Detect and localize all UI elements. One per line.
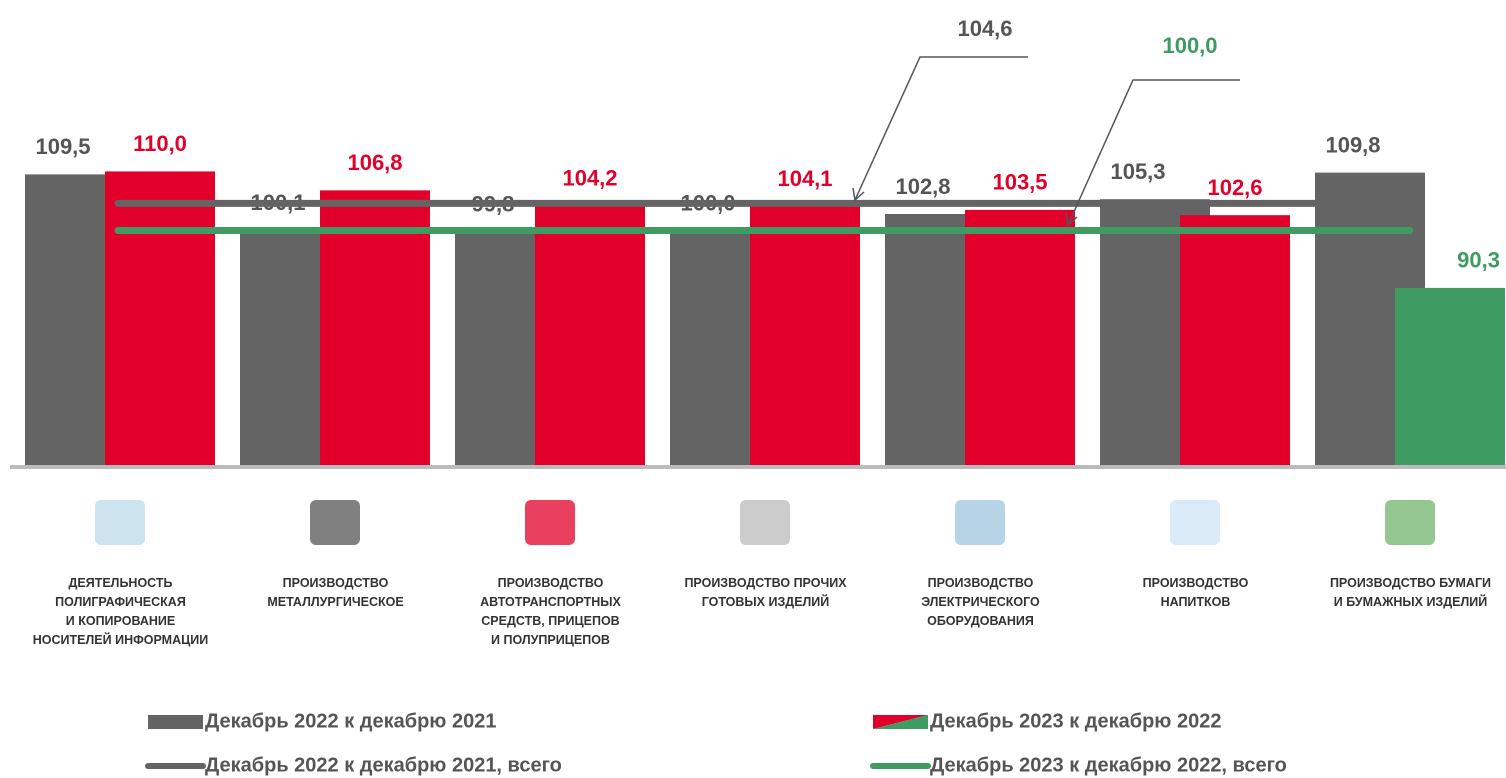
annotation-line [854,56,1028,201]
x-tick-label: ПРОИЗВОДСТВО ЭЛЕКТРИЧЕСКОГО ОБОРУДОВАНИЯ [921,576,1040,628]
icon [525,500,575,545]
value-label: 109,5 [35,134,90,159]
annotation-label: 104,6 [957,16,1012,41]
legend-swatch [873,715,928,729]
value-label: 104,2 [562,166,617,191]
value-label: 110,0 [133,131,187,156]
x-tick-label: ПРОИЗВОДСТВО МЕТАЛЛУРГИЧЕСКОЕ [267,576,404,609]
icon [955,500,1005,545]
bar [1180,215,1290,467]
bar [535,205,645,467]
legend-label: Декабрь 2022 к декабрю 2021 [205,710,496,732]
value-label: 102,8 [895,174,950,199]
icon [740,500,790,545]
legend-label: Декабрь 2022 к декабрю 2021, всего [205,754,562,776]
bar [1395,287,1505,467]
value-label: 105,3 [1110,159,1165,184]
bar [105,171,215,468]
x-tick-label: ДЕЯТЕЛЬНОСТЬ ПОЛИГРАФИЧЕСКАЯ И КОПИРОВАН… [32,576,209,647]
legend-label: Декабрь 2023 к декабрю 2022, всего [930,754,1287,776]
bar [965,209,1075,467]
x-tick-label: ПРОИЗВОДСТВО ПРОЧИХ ГОТОВЫХ ИЗДЕЛИЙ [684,576,847,609]
icon [95,500,145,545]
value-label: 109,8 [1325,132,1380,157]
legend-swatch [148,715,203,729]
icon [1170,500,1220,545]
annotation-line [1067,79,1240,226]
arrowhead [1065,212,1078,227]
value-label: 106,8 [347,150,402,175]
icon [1385,500,1435,545]
value-label: 103,5 [992,170,1047,195]
arrowhead [852,187,865,202]
x-tick-label: ПРОИЗВОДСТВО БУМАГИ И БУМАЖНЫХ ИЗДЕЛИЙ [1329,576,1492,609]
bar [320,190,430,467]
value-label: 90,3 [1457,248,1500,273]
icon [310,500,360,545]
annotation-label: 100,0 [1162,33,1217,58]
x-tick-label: ПРОИЗВОДСТВО НАПИТКОВ [1142,576,1249,609]
legend-label: Декабрь 2023 к декабрю 2022 [930,710,1221,732]
value-label: 102,6 [1207,175,1262,200]
x-tick-label: ПРОИЗВОДСТВО АВТОТРАНСПОРТНЫХ СРЕДСТВ, П… [480,576,621,647]
value-label: 104,1 [777,166,832,191]
bar [750,206,860,467]
